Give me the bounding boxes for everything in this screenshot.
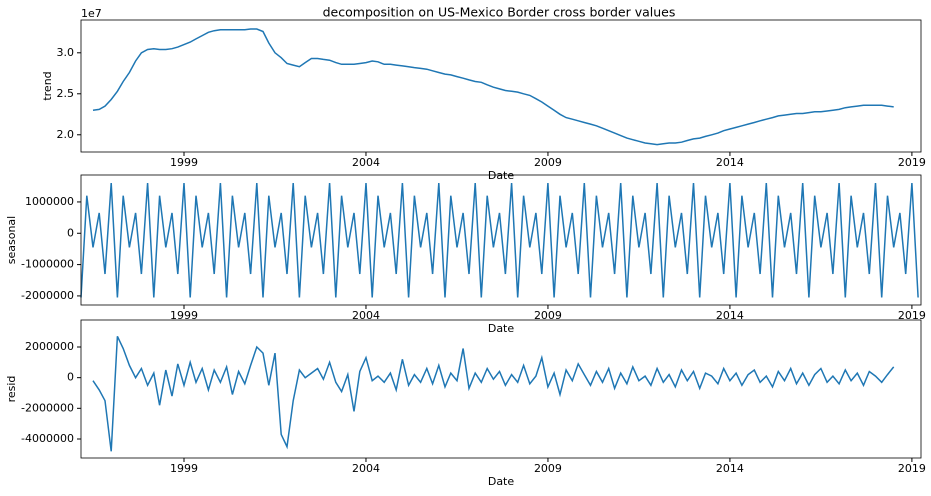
x-axis-label: Date	[488, 169, 515, 182]
x-tick-label: 2004	[352, 156, 380, 169]
line-series	[80, 183, 919, 298]
x-axis-label: Date	[488, 322, 515, 335]
x-tick-label: 2014	[716, 462, 744, 475]
y-tick-label: 2.0	[57, 128, 75, 141]
x-tick-label: 1999	[170, 156, 198, 169]
y-tick-label: -1000000	[21, 258, 74, 271]
y-tick-label: -2000000	[21, 289, 74, 302]
x-tick-label: 2009	[534, 156, 562, 169]
y-axis-label: trend	[41, 71, 54, 100]
x-tick-label: 2014	[716, 156, 744, 169]
x-tick-label: 2004	[352, 309, 380, 322]
axis-offset-label: 1e7	[81, 7, 102, 20]
axes-frame	[80, 19, 922, 153]
x-tick-label: 1999	[170, 462, 198, 475]
x-axis-label: Date	[488, 475, 515, 488]
x-tick-label: 2019	[898, 309, 926, 322]
chart-title: decomposition on US-Mexico Border cross …	[323, 5, 676, 20]
y-axis-label: seasonal	[5, 216, 18, 264]
y-axis-label: resid	[5, 376, 18, 403]
line-series	[92, 28, 894, 146]
x-tick-label: 2004	[352, 462, 380, 475]
y-tick-label: -4000000	[21, 432, 74, 445]
y-tick-label: 0	[67, 226, 74, 239]
x-tick-label: 2014	[716, 309, 744, 322]
y-tick-label: 3.0	[57, 46, 75, 59]
x-tick-label: 2009	[534, 309, 562, 322]
y-tick-label: 2000000	[25, 340, 74, 353]
line-series	[92, 335, 895, 452]
axes-frame	[80, 174, 922, 306]
x-tick-label: 2019	[898, 156, 926, 169]
y-tick-label: 1000000	[25, 195, 74, 208]
axes-frame	[80, 319, 922, 459]
x-tick-label: 2009	[534, 462, 562, 475]
x-tick-label: 2019	[898, 462, 926, 475]
y-tick-label: -2000000	[21, 401, 74, 414]
y-tick-label: 0	[67, 371, 74, 384]
y-tick-label: 2.5	[57, 87, 75, 100]
x-tick-label: 1999	[170, 309, 198, 322]
